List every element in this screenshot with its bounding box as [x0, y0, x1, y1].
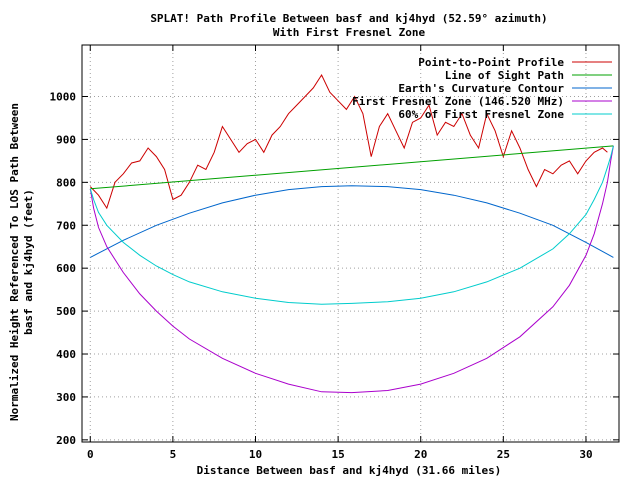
- legend-label-2: Line of Sight Path: [445, 69, 564, 82]
- x-tick-label: 25: [497, 448, 510, 461]
- y-tick-label: 900: [56, 133, 76, 146]
- series-line-4: [89, 145, 614, 394]
- y-tick-label: 400: [56, 348, 76, 361]
- series-line-2: [90, 145, 614, 190]
- y-tick-label: 500: [56, 305, 76, 318]
- x-tick-label: 10: [249, 448, 262, 461]
- legend-label-4: First Fresnel Zone (146.520 MHz): [352, 95, 564, 108]
- grid-lines: [82, 45, 619, 442]
- chart-title: SPLAT! Path Profile Between basf and kj4…: [150, 12, 547, 25]
- chart-subtitle: With First Fresnel Zone: [273, 26, 426, 39]
- x-axis-label: Distance Between basf and kj4hyd (31.66 …: [197, 464, 502, 477]
- y-tick-label: 700: [56, 219, 76, 232]
- y-tick-label: 1000: [50, 91, 77, 104]
- y-tick-label: 300: [56, 391, 76, 404]
- series-line-5: [89, 145, 614, 305]
- x-tick-label: 5: [170, 448, 177, 461]
- y-tick-label: 600: [56, 262, 76, 275]
- series-line-1: [89, 73, 608, 210]
- y-axis-label-line1: Normalized Height Referenced To LOS Path…: [8, 103, 21, 421]
- x-tick-label: 0: [87, 448, 94, 461]
- plot-frame: [81, 44, 620, 443]
- series-lines: [89, 73, 614, 394]
- legend-label-1: Point-to-Point Profile: [418, 56, 564, 69]
- y-axis-ticks: 200 300 400 500 600 700 800 900 1000: [50, 91, 619, 447]
- legend-label-5: 60% of First Fresnel Zone: [398, 108, 564, 121]
- y-axis-label-line2: basf and kj4hyd (feet): [22, 189, 35, 335]
- x-tick-label: 20: [414, 448, 427, 461]
- y-tick-label: 200: [56, 434, 76, 447]
- x-tick-label: 30: [579, 448, 592, 461]
- series-line-3: [90, 185, 614, 258]
- y-tick-label: 800: [56, 176, 76, 189]
- legend-label-3: Earth's Curvature Contour: [398, 82, 564, 95]
- x-tick-label: 15: [331, 448, 344, 461]
- x-axis-ticks: 0 5 10 15 20 25 30: [87, 45, 593, 461]
